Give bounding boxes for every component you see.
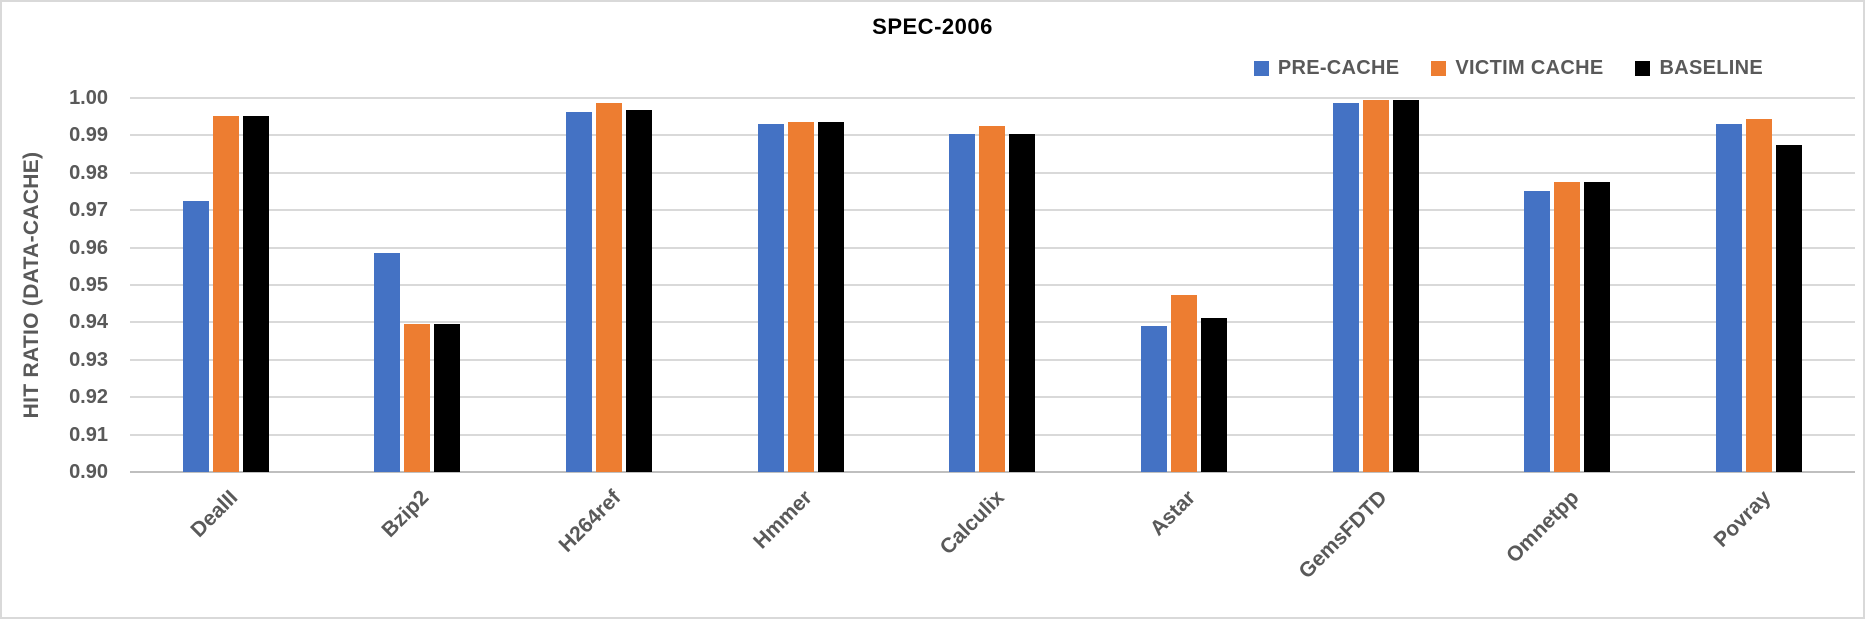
x-label-holder: Astar — [1088, 482, 1280, 602]
bar-victim-cache — [1362, 99, 1389, 472]
bar-victim-cache — [404, 324, 431, 472]
x-category-label: Bzip2 — [377, 486, 434, 542]
bar-group-h264ref — [513, 98, 705, 472]
bar-victim-cache — [979, 126, 1006, 472]
y-tick-label: 0.90 — [69, 461, 108, 483]
bar-pre-cache — [374, 253, 401, 472]
bar-baseline — [1009, 134, 1036, 472]
bar-victim-cache — [1746, 118, 1773, 472]
bar-pre-cache — [1332, 102, 1359, 472]
x-category-label: H264ref — [554, 486, 626, 557]
y-tick-label: 0.98 — [69, 161, 108, 184]
legend-item-baseline: BASELINE — [1635, 57, 1763, 80]
y-tick-label: 0.92 — [69, 386, 108, 409]
y-tick-label: 1.00 — [69, 87, 108, 109]
x-category-label: GemsFDTD — [1294, 486, 1393, 584]
bar-victim-cache — [1171, 295, 1198, 472]
x-label-holder: Povray — [1663, 482, 1855, 602]
x-label-holder: Bzip2 — [322, 482, 514, 602]
bar-pre-cache — [1524, 190, 1551, 472]
bar-group-dealii — [130, 98, 322, 472]
bar-baseline — [434, 323, 461, 472]
legend-item-victim-cache: VICTIM CACHE — [1431, 57, 1603, 80]
bar-group-gemsfdtd — [1280, 98, 1472, 472]
y-tick-label: 0.93 — [69, 348, 108, 371]
bar-pre-cache — [949, 134, 976, 472]
x-label-holder: GemsFDTD — [1280, 482, 1472, 602]
x-category-label: Astar — [1146, 486, 1201, 541]
x-label-holder: Hmmer — [705, 482, 897, 602]
bar-group-astar — [1088, 98, 1280, 472]
bar-baseline — [1392, 99, 1419, 472]
bar-baseline — [626, 110, 653, 472]
x-category-label: DealII — [186, 486, 243, 542]
x-category-label: Calculix — [935, 486, 1009, 560]
bar-pre-cache — [1141, 326, 1168, 472]
bar-baseline — [1776, 144, 1803, 472]
bar-group-bzip2 — [322, 98, 514, 472]
chart-title: SPEC-2006 — [872, 14, 993, 39]
bar-baseline — [1584, 182, 1611, 472]
bar-baseline — [242, 115, 269, 472]
legend-swatch-icon — [1253, 61, 1269, 76]
x-axis-line — [130, 471, 1855, 473]
bar-pre-cache — [1716, 124, 1743, 472]
bar-victim-cache — [212, 115, 239, 472]
x-label-holder: Omnetpp — [1472, 482, 1664, 602]
y-tick-label: 0.99 — [69, 124, 108, 147]
legend-swatch-icon — [1431, 61, 1447, 76]
bar-pre-cache — [757, 124, 784, 472]
legend: PRE-CACHE VICTIM CACHE BASELINE — [1253, 57, 1763, 80]
bar-group-omnetpp — [1472, 98, 1664, 472]
x-label-holder: Calculix — [897, 482, 1089, 602]
bar-group-povray — [1663, 98, 1855, 472]
bar-group-calculix — [897, 98, 1089, 472]
bar-victim-cache — [1554, 182, 1581, 472]
y-tick-label: 0.97 — [69, 199, 108, 222]
bar-group-hmmer — [705, 98, 897, 472]
x-category-label: Povray — [1709, 486, 1776, 552]
legend-swatch-icon — [1635, 61, 1651, 76]
legend-item-pre-cache: PRE-CACHE — [1253, 57, 1400, 80]
x-category-label: Omnetpp — [1502, 486, 1584, 568]
bar-victim-cache — [596, 102, 623, 472]
bar-pre-cache — [566, 112, 593, 472]
gridline — [130, 97, 1855, 99]
bar-baseline — [817, 121, 844, 472]
y-tick-label: 0.91 — [69, 423, 108, 446]
x-label-holder: DealII — [130, 482, 322, 602]
bar-baseline — [1201, 317, 1228, 472]
legend-label: PRE-CACHE — [1277, 57, 1400, 79]
x-category-label: Hmmer — [749, 486, 818, 554]
y-tick-label: 0.94 — [69, 311, 108, 334]
bar-pre-cache — [182, 200, 209, 472]
legend-label: BASELINE — [1659, 57, 1763, 79]
bar-victim-cache — [787, 121, 814, 472]
x-label-holder: H264ref — [513, 482, 705, 602]
legend-label: VICTIM CACHE — [1455, 57, 1604, 79]
y-tick-label: 0.95 — [69, 274, 108, 296]
y-tick-label: 0.96 — [69, 236, 108, 259]
